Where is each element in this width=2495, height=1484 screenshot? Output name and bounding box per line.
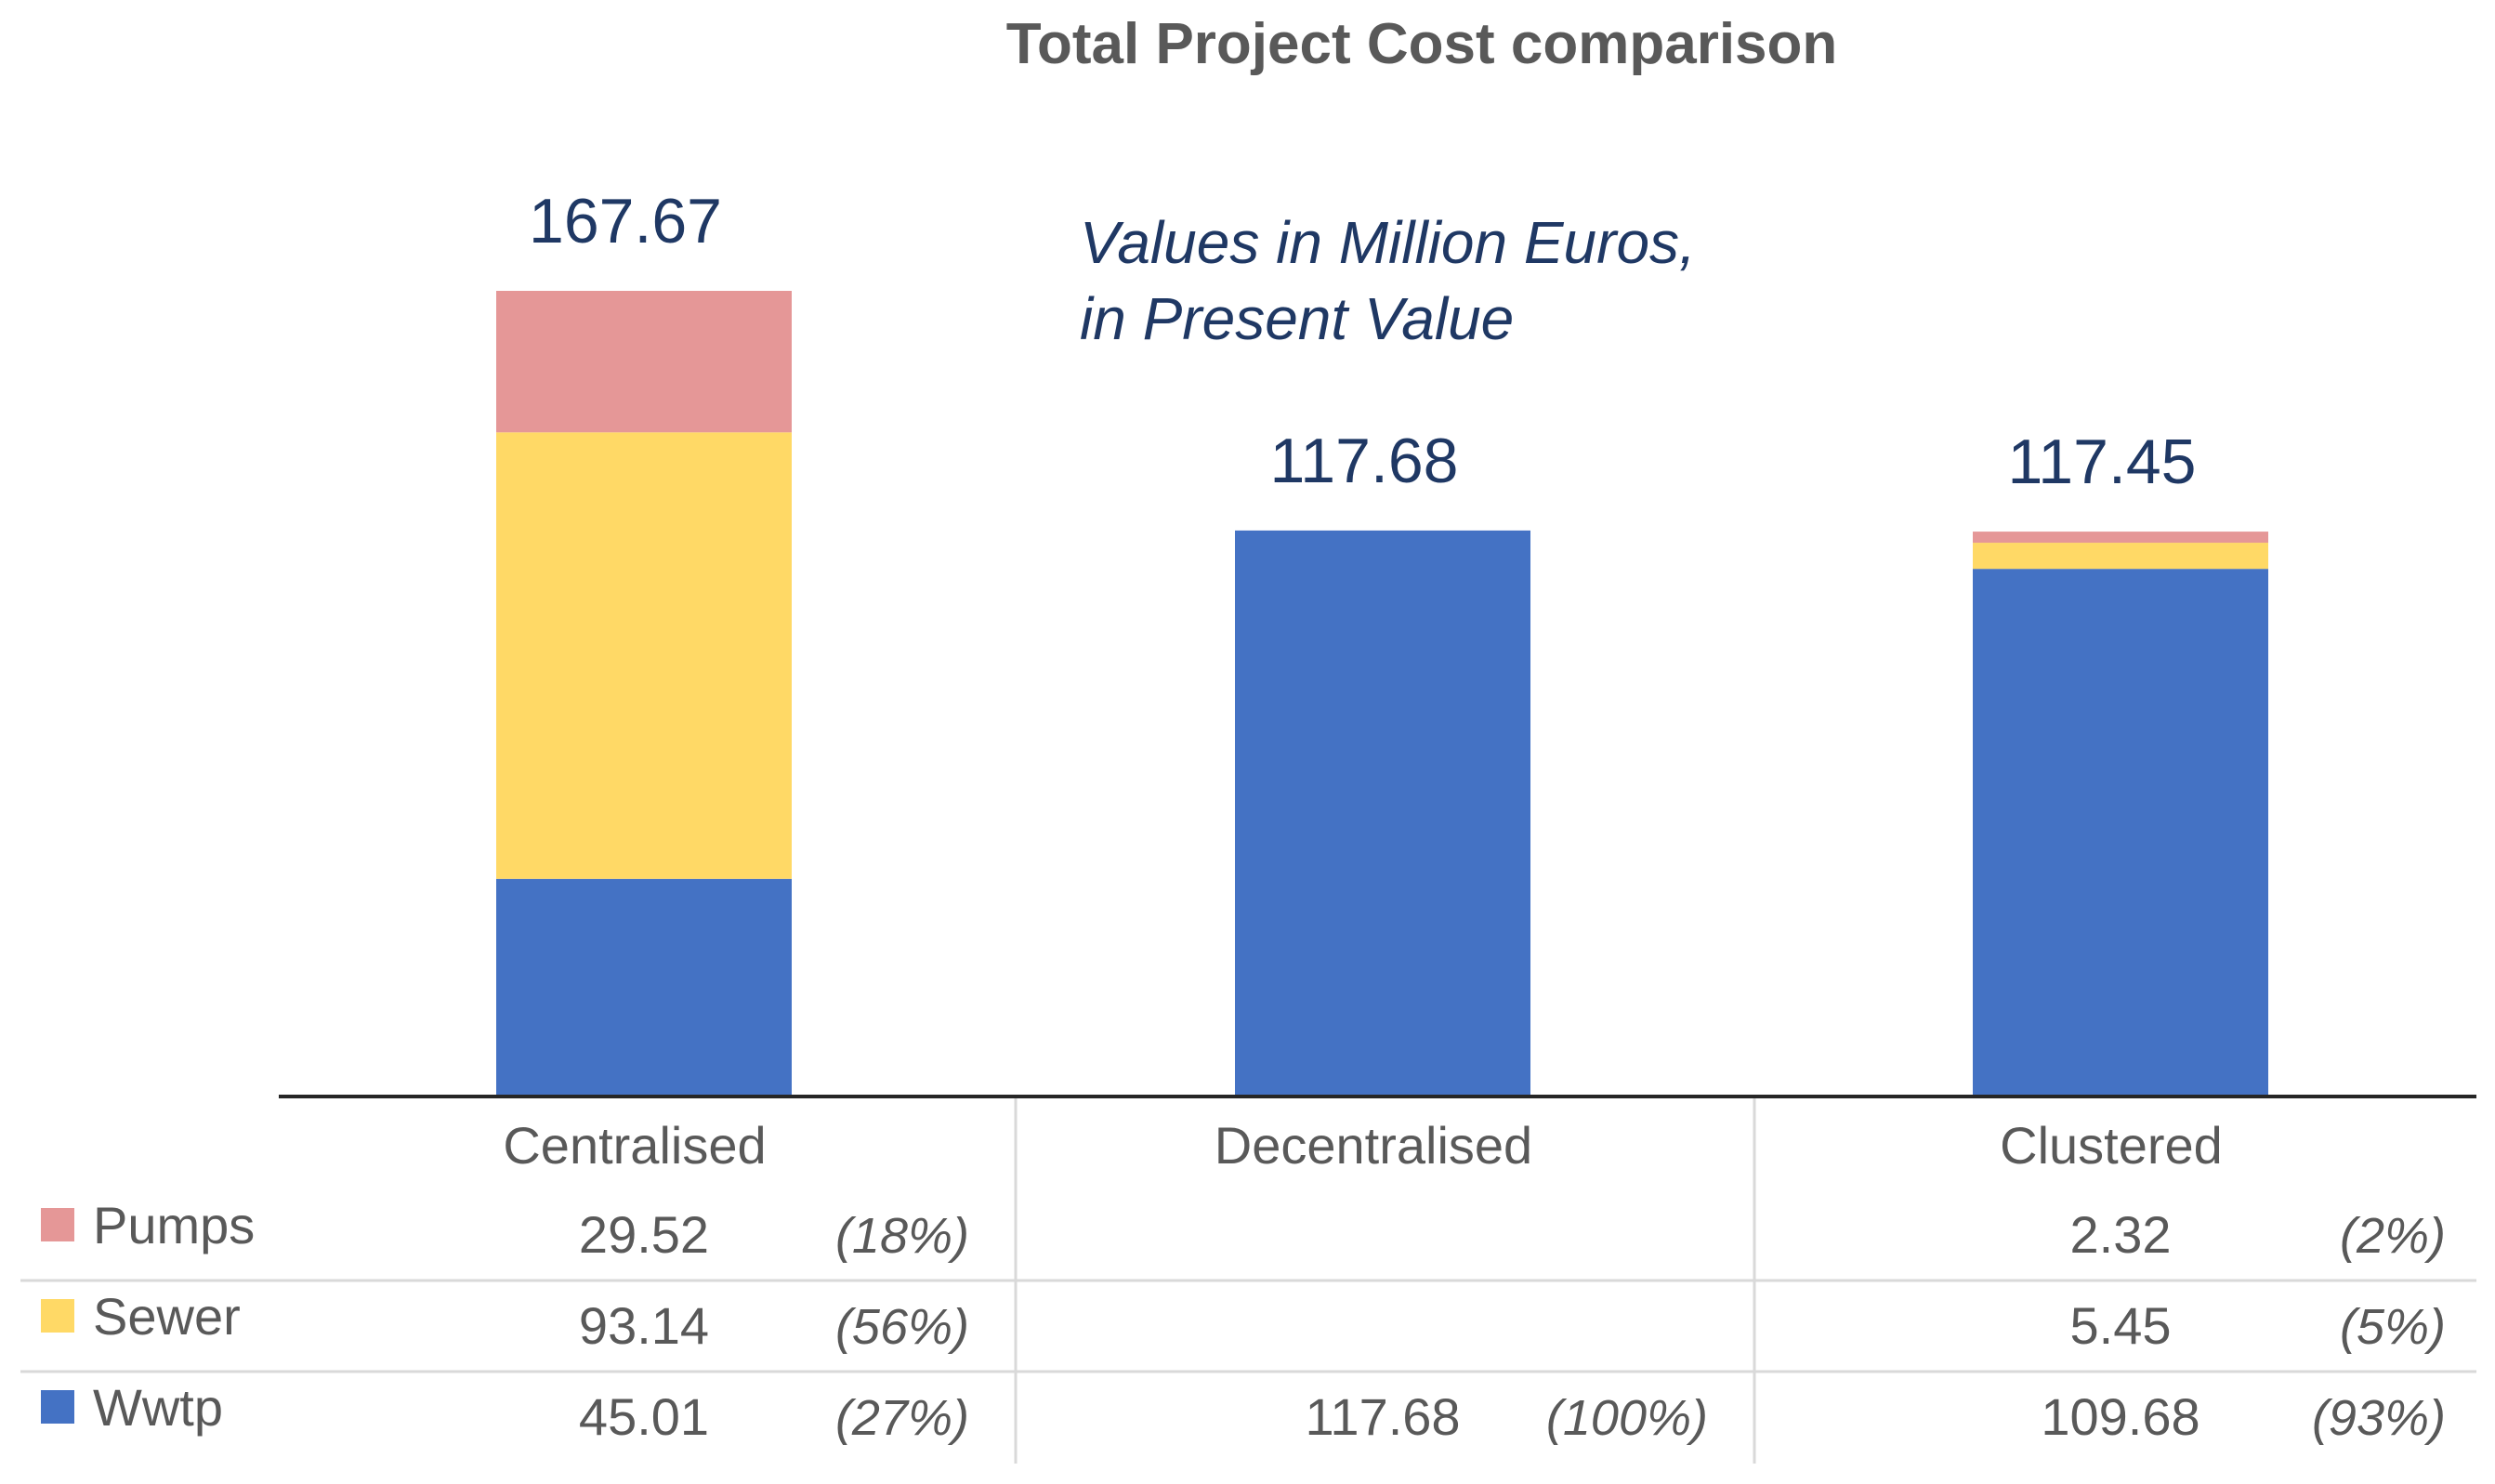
- table-percent-pumps-clustered: (2%): [2340, 1208, 2446, 1264]
- bar-centralised-pumps: [496, 291, 792, 433]
- legend-label-pumps: Pumps: [93, 1196, 255, 1254]
- chart-title: Total Project Cost comparison: [1006, 12, 1838, 76]
- bar-clustered-sewer: [1973, 543, 2268, 570]
- legend-swatch-wwtp: [41, 1390, 74, 1424]
- bar-decentralised-wwtp: [1235, 530, 1530, 1095]
- total-label-clustered: 117.45: [2008, 427, 2197, 497]
- table-value-wwtp-decentralised: 117.68: [1305, 1387, 1460, 1446]
- chart-note-line-2: in Present Value: [1080, 285, 1514, 352]
- table-value-pumps-clustered: 2.32: [2070, 1205, 2172, 1264]
- table-percent-wwtp-centralised: (27%): [835, 1390, 969, 1446]
- total-label-centralised: 167.67: [529, 186, 722, 256]
- table-value-pumps-centralised: 29.52: [579, 1205, 709, 1264]
- legend-swatch-pumps: [41, 1208, 74, 1241]
- category-label-clustered: Clustered: [2000, 1116, 2223, 1175]
- bar-group: [496, 291, 2268, 1095]
- total-label-decentralised: 117.68: [1270, 426, 1459, 496]
- table-percent-wwtp-decentralised: (100%): [1546, 1390, 1708, 1446]
- total-labels: 167.67 117.68 117.45: [529, 186, 2196, 497]
- data-table: Centralised Decentralised Clustered Pumps 29…: [20, 1098, 2476, 1464]
- chart-note-line-1: Values in Million Euros,: [1080, 209, 1696, 276]
- bar-clustered-pumps: [1973, 532, 2268, 544]
- table-value-sewer-clustered: 5.45: [2070, 1296, 2172, 1355]
- table-value-sewer-centralised: 93.14: [579, 1296, 709, 1355]
- legend-swatch-sewer: [41, 1299, 74, 1333]
- legend-label-sewer: Sewer: [93, 1287, 241, 1346]
- table-percent-sewer-clustered: (5%): [2340, 1299, 2446, 1355]
- table-value-wwtp-clustered: 109.68: [2041, 1387, 2200, 1446]
- table-percent-wwtp-clustered: (93%): [2312, 1390, 2446, 1446]
- bar-centralised-wwtp: [496, 878, 792, 1095]
- legend-label-wwtp: Wwtp: [93, 1378, 223, 1437]
- bar-centralised-sewer: [496, 432, 792, 879]
- category-label-centralised: Centralised: [503, 1116, 766, 1175]
- table-value-wwtp-centralised: 45.01: [579, 1387, 709, 1446]
- table-percent-pumps-centralised: (18%): [835, 1208, 969, 1264]
- bar-clustered-wwtp: [1973, 569, 2268, 1095]
- table-percent-sewer-centralised: (56%): [835, 1299, 969, 1355]
- category-label-decentralised: Decentralised: [1215, 1116, 1532, 1175]
